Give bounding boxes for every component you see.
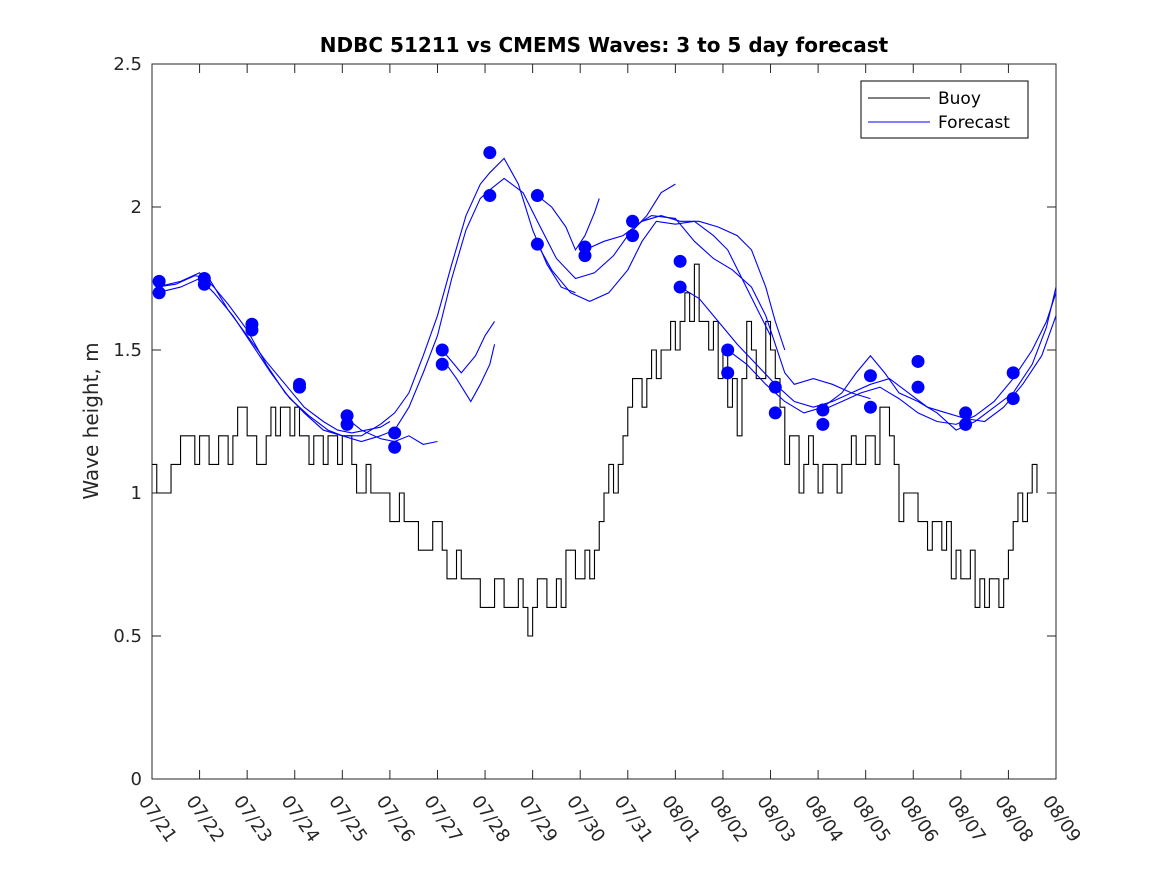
y-tick-label: 1.5: [113, 340, 142, 361]
forecast-line: [584, 215, 786, 351]
x-tick-label: 07/26: [372, 792, 419, 847]
y-tick-label: 2: [131, 197, 142, 218]
legend: Buoy Forecast: [860, 80, 1029, 139]
forecast-marker: [673, 254, 687, 268]
forecast-marker: [152, 274, 166, 288]
y-axis-label: Wave height, m: [79, 342, 103, 499]
y-tick-label: 0.5: [113, 626, 142, 647]
forecast-marker: [530, 189, 544, 203]
forecast-marker: [626, 229, 640, 243]
forecast-line: [536, 220, 772, 336]
axes-box: [151, 63, 1057, 780]
forecast-marker: [292, 380, 306, 394]
forecast-line: [441, 344, 496, 403]
x-tick-label: 08/04: [800, 792, 847, 847]
forecast-line: [156, 157, 576, 437]
forecast-marker: [1006, 392, 1020, 406]
y-tick-label: 1: [131, 483, 142, 504]
forecast-marker: [911, 354, 925, 368]
x-tick-label: 07/25: [324, 792, 371, 847]
x-tick-label: 07/23: [229, 792, 276, 847]
x-tick-label: 07/22: [181, 792, 228, 847]
chart-title: NDBC 51211 vs CMEMS Waves: 3 to 5 day fo…: [320, 33, 889, 57]
forecast-marker: [816, 403, 830, 417]
x-tick-label: 07/28: [467, 792, 514, 847]
x-tick-label: 07/29: [515, 792, 562, 847]
forecast-line: [441, 321, 496, 374]
forecast-marker: [721, 343, 735, 357]
forecast-marker: [768, 380, 782, 394]
x-tick-label: 08/08: [990, 792, 1037, 847]
y-tick-label: 0: [131, 769, 142, 790]
forecast-marker: [530, 237, 544, 251]
x-tick-label: 08/07: [943, 792, 990, 847]
forecast-line: [679, 286, 1057, 423]
forecast-marker: [673, 280, 687, 294]
buoy-line: [152, 263, 1038, 637]
forecast-marker: [197, 277, 211, 291]
forecast-marker: [578, 249, 592, 263]
forecast-marker: [483, 189, 497, 203]
legend-box: [860, 80, 1029, 139]
forecast-marker: [911, 380, 925, 394]
forecast-marker: [483, 146, 497, 160]
x-tick-label: 07/31: [610, 792, 657, 847]
x-tick-label: 08/02: [705, 792, 752, 847]
forecast-line: [632, 215, 871, 400]
forecast-marker: [152, 286, 166, 300]
forecast-marker: [388, 440, 402, 454]
forecast-marker: [959, 417, 973, 431]
forecast-marker: [435, 343, 449, 357]
forecast-marker: [435, 357, 449, 371]
forecast-marker: [245, 323, 259, 337]
legend-label-forecast: Forecast: [938, 113, 1010, 133]
forecast-marker: [626, 214, 640, 228]
x-tick-label: 07/30: [562, 792, 609, 847]
forecast-line: [822, 292, 1057, 425]
forecast-marker: [388, 426, 402, 440]
forecast-marker: [721, 366, 735, 380]
x-tick-label: 08/09: [1038, 792, 1085, 847]
plot-area: 00.511.522.507/21 07/22 07/23 07/24 07/25 07/…: [113, 54, 1085, 846]
forecast-marker: [1006, 366, 1020, 380]
forecast-marker: [768, 406, 782, 420]
x-tick-label: 08/01: [657, 792, 704, 847]
forecast-line: [156, 275, 391, 434]
x-tick-label: 08/06: [895, 792, 942, 847]
x-tick-label: 07/24: [277, 792, 324, 847]
x-tick-label: 07/21: [134, 792, 181, 847]
forecast-line: [537, 195, 600, 252]
forecast-marker: [863, 369, 877, 383]
y-tick-label: 2.5: [113, 54, 142, 75]
x-tick-label: 08/03: [752, 792, 799, 847]
x-tick-label: 08/05: [848, 792, 895, 847]
legend-label-buoy: Buoy: [938, 89, 981, 109]
x-tick-label: 07/27: [419, 792, 466, 847]
forecast-marker: [816, 417, 830, 431]
forecast-marker: [959, 406, 973, 420]
forecast-line: [156, 177, 676, 443]
forecast-marker: [340, 417, 354, 431]
forecast-marker: [863, 400, 877, 414]
